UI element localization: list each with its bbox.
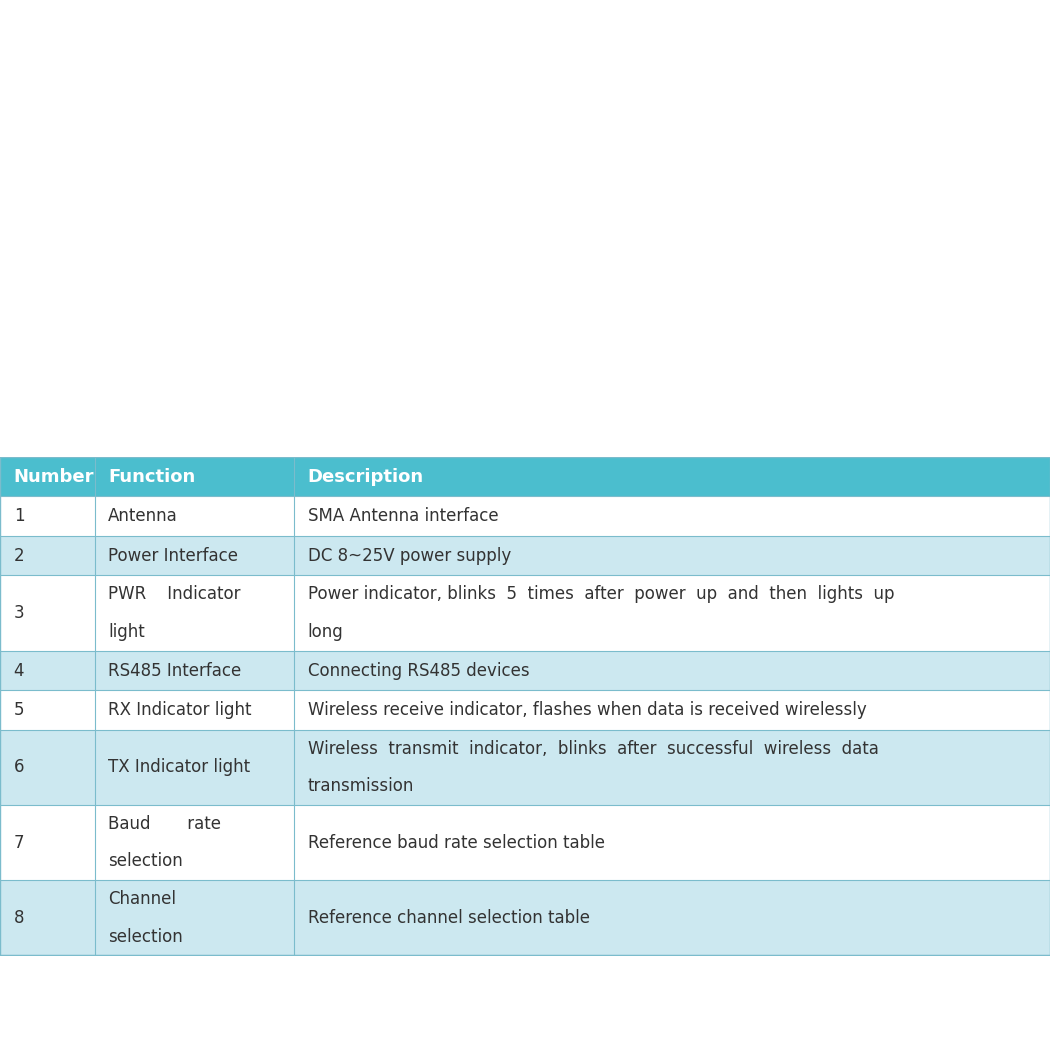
Text: 5: 5	[14, 701, 24, 719]
Text: Connecting RS485 devices: Connecting RS485 devices	[308, 662, 529, 679]
Text: selection: selection	[108, 928, 183, 946]
Text: Reference channel selection table: Reference channel selection table	[308, 909, 590, 927]
Text: 4: 4	[14, 662, 24, 679]
Text: Power Interface: Power Interface	[108, 547, 238, 565]
Text: selection: selection	[108, 853, 183, 870]
Text: 6: 6	[14, 758, 24, 777]
Bar	[0, 690, 1050, 730]
Bar	[0, 575, 1050, 651]
Text: long: long	[308, 623, 343, 640]
Text: 7: 7	[14, 834, 24, 852]
Text: RX Indicator light: RX Indicator light	[108, 701, 252, 719]
Text: Channel: Channel	[108, 890, 176, 908]
Text: Reference baud rate selection table: Reference baud rate selection table	[308, 834, 605, 852]
Text: PWR    Indicator: PWR Indicator	[108, 585, 240, 604]
Text: 3: 3	[14, 604, 24, 622]
Bar	[0, 730, 1050, 805]
Text: Function: Function	[108, 467, 195, 485]
Bar	[0, 536, 1050, 575]
Text: Description: Description	[308, 467, 424, 485]
Text: 8: 8	[14, 909, 24, 927]
Text: DC 8~25V power supply: DC 8~25V power supply	[308, 547, 511, 565]
Text: Baud       rate: Baud rate	[108, 815, 222, 833]
Bar	[0, 805, 1050, 880]
Bar	[0, 497, 1050, 536]
Text: Antenna: Antenna	[108, 507, 177, 525]
Text: 1: 1	[14, 507, 24, 525]
Text: Power indicator, blinks  5  times  after  power  up  and  then  lights  up: Power indicator, blinks 5 times after po…	[308, 585, 895, 604]
Text: Wireless receive indicator, flashes when data is received wirelessly: Wireless receive indicator, flashes when…	[308, 701, 866, 719]
Text: RS485 Interface: RS485 Interface	[108, 662, 242, 679]
Text: light: light	[108, 623, 145, 640]
Text: SMA Antenna interface: SMA Antenna interface	[308, 507, 499, 525]
Text: TX Indicator light: TX Indicator light	[108, 758, 250, 777]
Text: 2: 2	[14, 547, 24, 565]
Bar	[0, 457, 1050, 497]
Bar	[0, 880, 1050, 956]
Text: Number: Number	[14, 467, 94, 485]
Text: Wireless  transmit  indicator,  blinks  after  successful  wireless  data: Wireless transmit indicator, blinks afte…	[308, 739, 879, 758]
Text: transmission: transmission	[308, 777, 414, 795]
Bar	[0, 651, 1050, 690]
